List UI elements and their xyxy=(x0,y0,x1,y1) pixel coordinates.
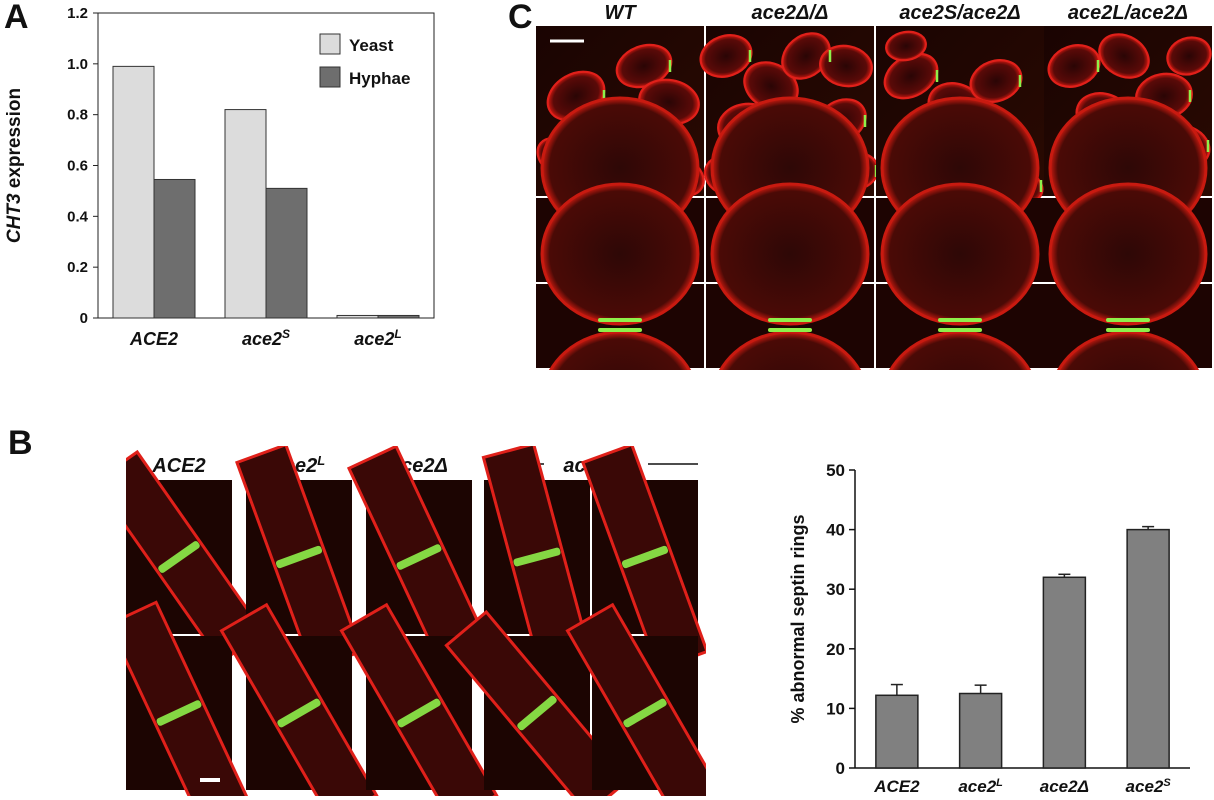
panel-c-septin-ring xyxy=(1106,328,1150,332)
panel-c-cell xyxy=(819,44,873,88)
chart-a-legend-swatch xyxy=(319,66,341,88)
panel-c-cell xyxy=(885,30,927,62)
chart-b-bar xyxy=(1126,528,1170,769)
chart-a-legend-label: Yeast xyxy=(349,36,394,55)
panel-c-cell xyxy=(699,34,753,78)
panel-c-mother-cell xyxy=(710,182,870,326)
chart-a-bar xyxy=(265,187,308,319)
panel-b-septin xyxy=(397,698,441,728)
chart-b-ytick-label: 0 xyxy=(836,759,845,778)
panel-b-hypha xyxy=(444,609,630,796)
panel-c-cell xyxy=(1098,33,1150,79)
chart-a-axes: 0 0.2 0.4 0.6 0.8 1.0 1.2 xyxy=(67,5,435,327)
panel-c-septin-ring xyxy=(598,328,642,332)
chart-a-xtick-label: ACE2 xyxy=(129,329,178,349)
panel-b-septin xyxy=(513,547,561,567)
chart-b-bar xyxy=(875,694,919,769)
panel-c-septin-ring xyxy=(1106,318,1150,322)
panel-label-b: B xyxy=(8,424,33,462)
panel-label-c: C xyxy=(508,0,533,36)
chart-a-bar xyxy=(224,109,267,319)
chart-a-ylabel: CHT3 expression xyxy=(4,88,25,243)
panel-c-septin-ring xyxy=(938,318,982,322)
chart-a: 0 0.2 0.4 0.6 0.8 1.0 1.2 Yeast Hyphae CHT3 exp… xyxy=(4,5,435,349)
chart-a-bars xyxy=(112,65,420,319)
panel-c-images xyxy=(536,26,1212,474)
panel-c-grid xyxy=(536,26,1212,474)
chart-b-ytick-label: 40 xyxy=(826,521,845,540)
panel-b-hypha xyxy=(346,446,492,670)
chart-b: 0 10 20 30 40 50 % abnormal septin rings ACE2… xyxy=(788,461,1190,796)
chart-b-xtick-label: ACE2 xyxy=(873,777,920,796)
panel-c-mother-cell xyxy=(540,182,700,326)
panel-c-mother-cell xyxy=(880,182,1040,326)
chart-a-xtick-label: ace2S xyxy=(242,327,290,349)
chart-b-bars xyxy=(875,525,1170,769)
panel-c-header-ace2-null: ace2Δ/Δ xyxy=(751,2,829,24)
chart-a-ytick-label: 0.6 xyxy=(67,158,88,175)
chart-a-ytick-label: 1.0 xyxy=(67,56,88,73)
chart-a-legend-swatch xyxy=(319,33,341,55)
chart-a-bar xyxy=(336,314,379,319)
panel-c-cell xyxy=(1166,36,1212,76)
chart-b-bar xyxy=(1042,576,1087,769)
panel-c-cell xyxy=(781,32,831,80)
panel-b-septin xyxy=(277,698,321,728)
chart-a-xtick-label: ace2L xyxy=(354,327,401,349)
panel-c-header-ace2l: ace2L/ace2Δ xyxy=(1067,2,1189,24)
chart-a-xlabels: ACE2 ace2S ace2L xyxy=(129,327,402,349)
panel-b-septin xyxy=(623,698,667,728)
panel-b-header: ACE2 xyxy=(151,455,205,477)
chart-b-ytick-label: 20 xyxy=(826,640,845,659)
panel-b-hypha xyxy=(219,602,379,796)
panel-c-header-ace2s: ace2S/ace2Δ xyxy=(899,2,1021,24)
panel-c-header-wt: WT xyxy=(604,2,636,24)
chart-a-legend: Yeast Hyphae xyxy=(319,33,410,88)
chart-b-ylabel: % abnormal septin rings xyxy=(788,514,808,723)
panel-c-septin-ring xyxy=(768,328,812,332)
panel-b-septin xyxy=(517,695,557,731)
panel-b-septin xyxy=(275,545,323,569)
panel-c-septin-ring xyxy=(598,318,642,322)
panel-c-cell xyxy=(969,59,1023,103)
chart-a-ytick-label: 0.2 xyxy=(67,259,88,276)
chart-a-bar xyxy=(377,314,420,319)
chart-b-xtick-label: ace2L xyxy=(958,777,1003,796)
chart-a-ytick-label: 0 xyxy=(80,310,88,327)
chart-b-xtick-label: ace2S xyxy=(1126,777,1172,796)
chart-b-ytick-label: 10 xyxy=(826,699,845,718)
panel-b-hypha xyxy=(565,602,706,796)
panel-c-septin-ring xyxy=(768,318,812,322)
panel-label-a: A xyxy=(4,0,29,36)
chart-b-xtick-label: ace2Δ xyxy=(1040,777,1089,796)
chart-b-ytick-label: 50 xyxy=(826,461,845,480)
panel-c-cell xyxy=(1047,44,1101,88)
panel-b-hypha xyxy=(126,600,252,796)
chart-a-legend-label: Hyphae xyxy=(349,69,410,88)
panel-c-septin-ring xyxy=(938,328,982,332)
panel-b-septin xyxy=(621,545,669,569)
chart-a-bar xyxy=(112,65,155,319)
chart-a-ytick-label: 0.4 xyxy=(67,208,89,225)
panel-b-tiles xyxy=(126,446,706,796)
chart-a-bar xyxy=(153,178,196,319)
chart-b-xlabels: ACE2 ace2L ace2Δ ace2S xyxy=(873,777,1171,796)
chart-b-ylabel-text: % abnormal septin rings xyxy=(788,514,808,723)
chart-a-ytick-label: 0.8 xyxy=(67,107,88,124)
chart-b-ytick-label: 30 xyxy=(826,580,845,599)
panel-b-septin xyxy=(396,544,442,570)
panel-b-septin xyxy=(158,541,200,573)
chart-a-ylabel-text: CHT3 expression xyxy=(4,88,25,243)
panel-b-septin xyxy=(156,700,202,726)
panel-c-mother-cell xyxy=(1048,182,1208,326)
chart-a-ytick-label: 1.2 xyxy=(67,5,88,22)
panel-b-hypha xyxy=(339,602,499,796)
chart-b-bar xyxy=(958,692,1003,769)
